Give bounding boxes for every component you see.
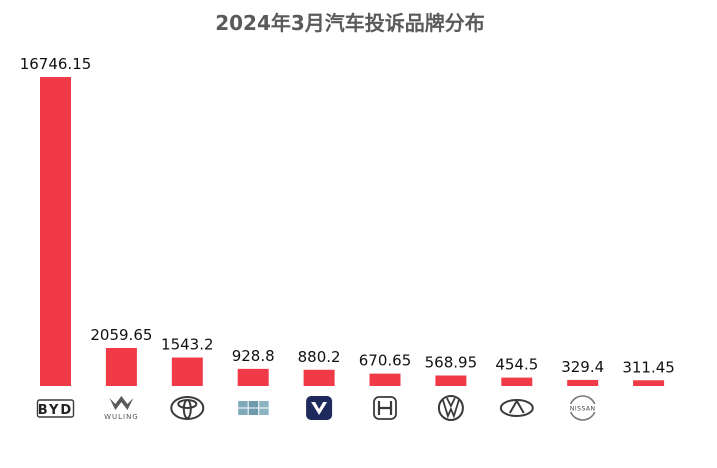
brand-logos-group: BYD WULING NISSAN: [36, 395, 596, 421]
volkswagen-logo-icon: [437, 395, 464, 421]
value-label-6: 670.65: [359, 352, 412, 370]
bar-10: [633, 380, 665, 386]
bar-1: [40, 77, 71, 386]
chery-logo-icon: [499, 399, 534, 417]
bar-7: [435, 375, 467, 386]
bar-3: [171, 357, 203, 386]
value-label-10: 311.45: [622, 358, 675, 376]
value-label-5: 880.2: [298, 348, 341, 366]
bar-4: [237, 368, 269, 386]
geely-logo-icon: [238, 401, 269, 415]
changan-logo-icon: [306, 396, 333, 420]
bar-2: [105, 347, 137, 386]
value-label-1: 16746.15: [20, 55, 92, 73]
nissan-logo-icon: NISSAN: [570, 395, 596, 421]
svg-text:WULING: WULING: [104, 413, 139, 421]
bar-9: [567, 379, 599, 386]
toyota-logo-icon: [170, 396, 205, 420]
value-label-4: 928.8: [232, 347, 275, 365]
honda-logo-icon: [373, 396, 397, 420]
bar-5: [303, 369, 335, 386]
value-label-7: 568.95: [425, 354, 478, 372]
bars-group: [40, 77, 665, 386]
value-label-8: 454.5: [495, 356, 538, 374]
svg-text:NISSAN: NISSAN: [570, 406, 596, 413]
wuling-logo-icon: WULING: [104, 396, 139, 421]
value-labels-group: 16746.15 2059.65 1543.2 928.8 880.2 670.65 568…: [20, 55, 675, 376]
value-label-9: 329.4: [561, 358, 604, 376]
chart-title: 2024年3月汽车投诉品牌分布: [215, 11, 485, 35]
byd-logo-icon: BYD: [36, 399, 75, 418]
bar-8: [501, 377, 533, 386]
svg-text:BYD: BYD: [38, 403, 73, 418]
value-label-3: 1543.2: [161, 336, 214, 354]
bar-6: [369, 373, 401, 386]
value-label-2: 2059.65: [90, 326, 152, 344]
